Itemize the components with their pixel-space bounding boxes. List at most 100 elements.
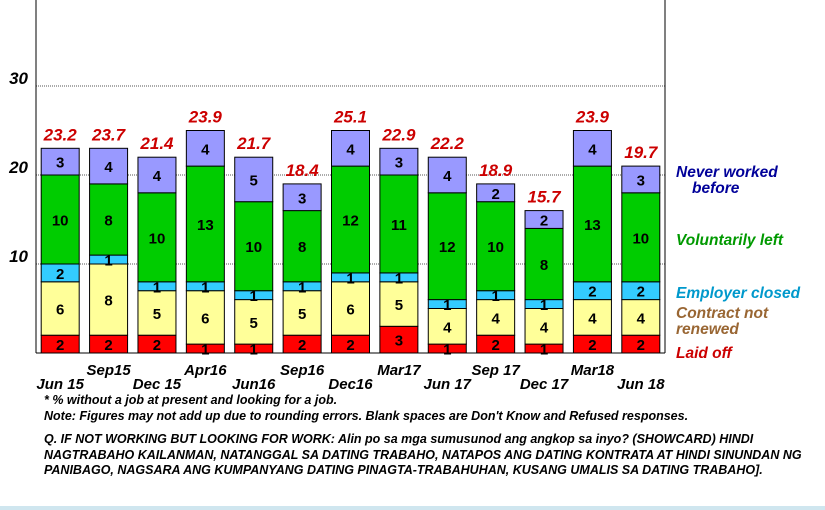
bar-segment — [137, 290, 177, 336]
x-category-label: Jun16 — [232, 376, 276, 393]
segment-value-label: 4 — [588, 310, 597, 327]
x-category-label: Sep15 — [86, 362, 131, 379]
segment-value-label: 1 — [201, 342, 209, 359]
segment-value-label: 2 — [637, 337, 645, 354]
bar-segment — [476, 183, 516, 203]
segment-value-label: 13 — [197, 217, 214, 234]
bar-segment — [234, 299, 274, 345]
segment-value-label: 5 — [250, 172, 258, 189]
segment-value-label: 4 — [346, 141, 355, 158]
legend-label: Never worked before — [676, 164, 778, 197]
segment-value-label: 5 — [153, 306, 161, 323]
bar-segment — [524, 227, 564, 301]
segment-value-label: 1 — [443, 297, 451, 314]
segment-value-label: 6 — [346, 302, 354, 319]
bar-segment — [137, 192, 177, 283]
bar-segment — [40, 174, 80, 265]
y-tick-label: 20 — [8, 158, 28, 177]
x-category-label: Mar18 — [571, 362, 615, 379]
segment-value-label: 10 — [149, 230, 166, 247]
bar-segment — [379, 174, 419, 274]
segment-value-label: 2 — [588, 284, 596, 301]
bar-total-label: 15.7 — [527, 188, 562, 207]
bar-segment — [40, 147, 80, 176]
legend-label: Voluntarily left — [676, 232, 784, 249]
segment-value-label: 3 — [56, 155, 64, 172]
bar-total-label: 21.4 — [139, 134, 174, 153]
bar-segment — [234, 156, 274, 203]
survey-question: Q. IF NOT WORKING BUT LOOKING FOR WORK: … — [44, 432, 802, 477]
segment-value-label: 5 — [250, 315, 258, 332]
segment-value-label: 2 — [540, 213, 548, 230]
segment-value-label: 1 — [250, 342, 258, 359]
bar-segment — [621, 165, 661, 194]
segment-value-label: 5 — [298, 306, 306, 323]
segment-value-label: 11 — [391, 217, 407, 234]
segment-value-label: 1 — [540, 342, 548, 359]
bar-segment — [427, 156, 467, 194]
bar-total-label: 22.9 — [381, 125, 416, 144]
segment-value-label: 1 — [443, 342, 451, 359]
segment-value-label: 1 — [346, 270, 354, 287]
segment-value-label: 4 — [491, 310, 500, 327]
segment-value-label: 1 — [395, 270, 403, 287]
x-category-label: Jun 17 — [424, 376, 472, 393]
segment-value-label: 10 — [487, 239, 504, 256]
legend-label: Contract not renewed — [676, 305, 769, 338]
bar-segment — [621, 192, 661, 283]
bar-segment — [89, 263, 129, 336]
rounding-note: Note: Figures may not add up due to roun… — [44, 409, 689, 423]
bar-segment — [185, 290, 225, 345]
bar-total-label: 23.2 — [43, 125, 78, 144]
bar-total-label: 25.1 — [333, 108, 367, 127]
segment-value-label: 8 — [104, 213, 112, 230]
segment-value-label: 2 — [104, 337, 112, 354]
x-category-label: Jun 18 — [617, 376, 665, 393]
bar-total-label: 23.9 — [188, 108, 223, 127]
segment-value-label: 3 — [298, 190, 306, 207]
x-category-label: Dec 15 — [133, 376, 182, 393]
segment-value-label: 3 — [395, 333, 403, 350]
segment-value-label: 2 — [637, 284, 645, 301]
bar-total-label: 18.9 — [479, 161, 513, 180]
segment-value-label: 1 — [298, 279, 306, 296]
bar-segment — [427, 308, 467, 345]
bar-segment — [89, 183, 129, 256]
bar-segment — [331, 165, 370, 274]
x-category-label: Mar17 — [377, 362, 421, 379]
x-category-label: Dec16 — [328, 376, 373, 393]
legend-label: Laid off — [676, 345, 734, 362]
bar-total-label: 23.9 — [575, 108, 610, 127]
labels: 2 6 2 10 3 23.2 Jun 15 2 8 1 8 4 23.7 Sep15 2 5 1 10 4 21.4… — [36, 108, 665, 394]
bar-total-label: 19.7 — [624, 143, 659, 162]
x-category-label: Sep 17 — [471, 362, 520, 379]
segment-value-label: 2 — [56, 337, 64, 354]
bar-segment — [427, 192, 467, 301]
segment-value-label: 1 — [250, 288, 258, 305]
segment-value-label: 12 — [439, 239, 456, 256]
bottom-strip — [0, 506, 825, 510]
segment-value-label: 2 — [491, 337, 499, 354]
segment-value-label: 10 — [245, 239, 262, 256]
segment-value-label: 13 — [584, 217, 601, 234]
segment-value-label: 8 — [298, 239, 306, 256]
bar-segment — [137, 156, 177, 194]
x-category-label: Sep16 — [280, 362, 325, 379]
segment-value-label: 2 — [346, 337, 354, 354]
x-category-label: Dec 17 — [520, 376, 569, 393]
segment-value-label: 1 — [540, 297, 548, 314]
segment-value-label: 6 — [201, 310, 209, 327]
segment-value-label: 1 — [491, 288, 499, 305]
segment-value-label: 2 — [56, 266, 64, 283]
bar-segment — [89, 147, 129, 185]
bar-segment — [572, 130, 612, 167]
segment-value-label: 6 — [56, 302, 64, 319]
segment-value-label: 12 — [342, 213, 359, 230]
bar-segment — [331, 130, 370, 167]
segment-value-label: 1 — [153, 279, 161, 296]
segment-value-label: 10 — [52, 213, 69, 230]
bar-segment — [476, 201, 516, 292]
bar-segment — [282, 290, 322, 336]
bar-segment — [379, 325, 419, 354]
segment-value-label: 3 — [637, 172, 645, 189]
